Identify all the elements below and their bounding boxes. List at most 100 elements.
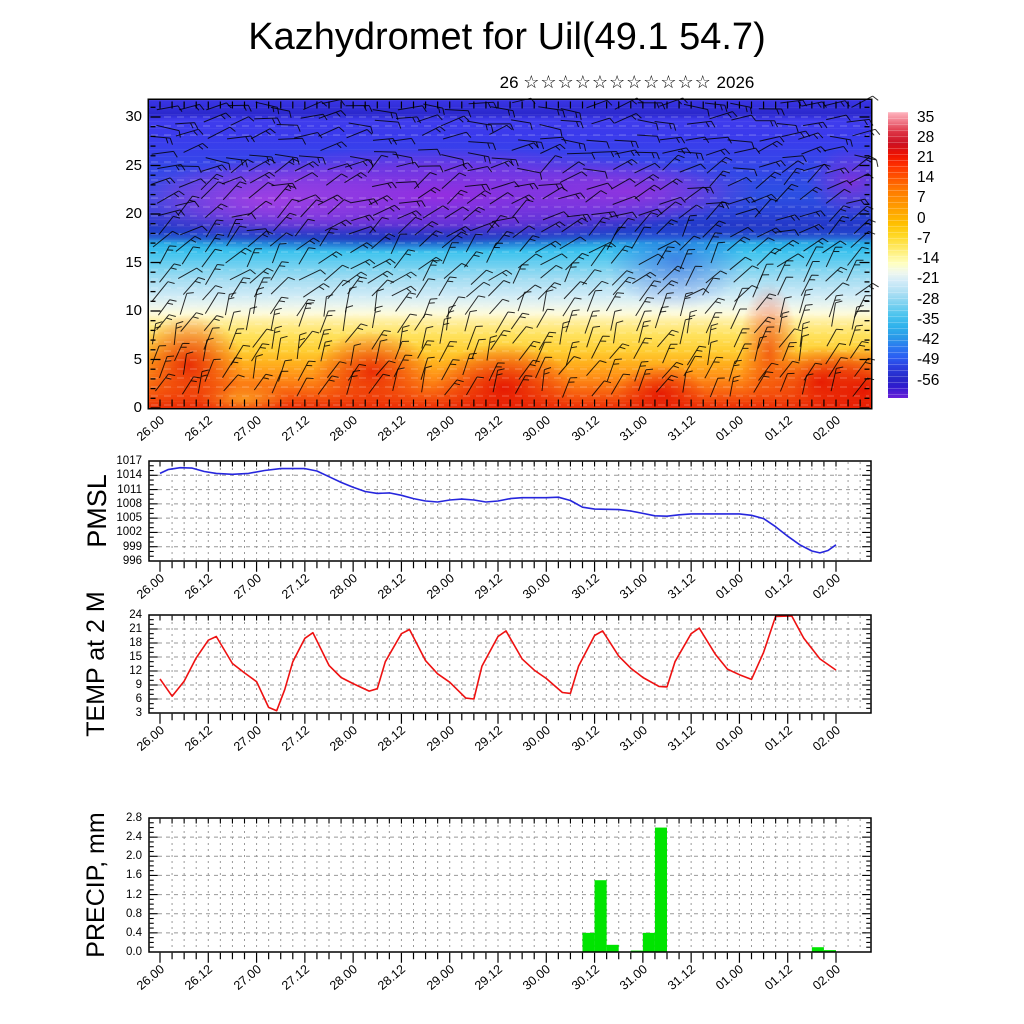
wind-barb-icon bbox=[397, 210, 422, 220]
wind-barb-icon bbox=[776, 253, 805, 268]
wind-barb-icon bbox=[659, 97, 688, 107]
wind-barb-icon bbox=[346, 370, 361, 395]
wind-barb-icon bbox=[151, 281, 175, 302]
wind-barb-icon bbox=[442, 242, 459, 264]
wind-barb-icon bbox=[320, 141, 347, 152]
wind-barb-icon bbox=[606, 358, 622, 382]
wind-barb-icon bbox=[297, 194, 321, 203]
wind-barb-icon bbox=[562, 377, 578, 398]
wind-barb-icon bbox=[638, 208, 663, 216]
wind-barb-icon bbox=[586, 360, 607, 377]
x-tick-label: 28.00 bbox=[327, 962, 361, 993]
wind-barb-icon bbox=[775, 229, 800, 236]
wind-barb-icon bbox=[541, 367, 552, 392]
pmsl-curve bbox=[159, 466, 837, 554]
wind-barb-icon bbox=[686, 309, 698, 334]
wind-barb-icon bbox=[759, 136, 785, 143]
wind-barb-icon bbox=[708, 323, 719, 345]
wind-barb-icon bbox=[610, 373, 631, 395]
wind-barb-icon bbox=[372, 109, 399, 121]
wind-barb-icon bbox=[230, 116, 255, 126]
wind-barb-icon bbox=[611, 270, 634, 286]
wind-barb-icon bbox=[512, 97, 536, 105]
wind-barb-icon bbox=[181, 246, 201, 265]
wind-barb-icon bbox=[395, 181, 420, 189]
wind-barb-icon bbox=[656, 246, 675, 266]
wind-barb-icon bbox=[487, 123, 514, 131]
x-tick-label: 28.12 bbox=[375, 723, 409, 754]
wind-barb-icon bbox=[682, 214, 697, 237]
colorbar-tick-label: -42 bbox=[917, 331, 940, 349]
wind-barb-icon bbox=[465, 233, 483, 253]
wind-barb-icon bbox=[800, 274, 819, 296]
wind-barb-icon bbox=[754, 198, 778, 218]
wind-barb-icon bbox=[414, 313, 433, 331]
wind-barb-icon bbox=[511, 194, 535, 205]
x-tick-label: 26.12 bbox=[182, 723, 216, 754]
wind-barb-icon bbox=[177, 195, 200, 216]
wind-barb-icon bbox=[372, 138, 398, 145]
x-tick-label: 29.00 bbox=[423, 571, 457, 602]
wind-barb-icon bbox=[686, 345, 707, 366]
wind-barb-icon bbox=[270, 106, 292, 119]
wind-barb-icon bbox=[495, 311, 515, 334]
wind-barb-icon bbox=[679, 249, 696, 270]
wind-barb-icon bbox=[585, 190, 608, 203]
wind-barb-icon bbox=[438, 276, 457, 297]
wind-barb-icon bbox=[375, 360, 396, 376]
pmsl-panel bbox=[148, 460, 872, 572]
x-tick-label: 27.00 bbox=[230, 571, 264, 602]
x-tick-label: 31.00 bbox=[616, 413, 650, 444]
wind-barb-icon bbox=[442, 131, 472, 140]
wind-barb-icon bbox=[634, 184, 661, 200]
wind-barb-icon bbox=[709, 111, 738, 120]
wind-barb-icon bbox=[634, 212, 658, 233]
wind-barb-icon bbox=[560, 119, 584, 129]
wind-barb-icon bbox=[634, 174, 660, 187]
y-tick-label: 20 bbox=[125, 205, 142, 222]
wind-barb-icon bbox=[539, 124, 563, 137]
y-tick-label: 5 bbox=[133, 350, 142, 368]
x-tick-label: 29.12 bbox=[472, 413, 505, 444]
temperature-colorbar bbox=[888, 112, 908, 398]
wind-barb-icon bbox=[783, 167, 804, 186]
wind-barb-icon bbox=[638, 253, 665, 266]
pmsl-y-tick-label: 1008 bbox=[116, 497, 142, 510]
wind-barb-icon bbox=[269, 296, 289, 315]
wind-barb-icon bbox=[588, 217, 610, 236]
wind-barb-icon bbox=[684, 186, 710, 201]
wind-barb-icon bbox=[540, 264, 563, 279]
x-tick-label: 31.12 bbox=[665, 413, 699, 444]
wind-barb-icon bbox=[489, 298, 510, 315]
wind-barb-icon bbox=[591, 380, 612, 397]
x-tick-label: 29.00 bbox=[423, 962, 457, 993]
wind-barb-icon bbox=[178, 165, 202, 174]
wind-barb-icon bbox=[252, 328, 274, 348]
wind-barb-icon bbox=[657, 329, 679, 348]
wind-barb-icon bbox=[462, 352, 477, 376]
wind-barb-icon bbox=[253, 287, 265, 314]
wind-barb-icon bbox=[542, 211, 570, 221]
wind-barb-icon bbox=[271, 370, 289, 394]
precip-y-tick-label: 0.8 bbox=[126, 907, 142, 920]
wind-barb-icon bbox=[202, 337, 214, 362]
wind-barb-icon bbox=[727, 176, 752, 187]
precip-y-tick-label: 0.0 bbox=[126, 946, 142, 958]
x-tick-label: 29.00 bbox=[423, 723, 457, 754]
wind-barb-icon bbox=[727, 139, 755, 149]
wind-barb-icon bbox=[846, 259, 864, 282]
wind-barb-icon bbox=[702, 220, 726, 238]
wind-barb-icon bbox=[586, 139, 610, 149]
wind-barb-icon bbox=[397, 313, 417, 334]
wind-barb-icon bbox=[156, 190, 185, 204]
x-tick-label: 29.12 bbox=[472, 962, 505, 993]
wind-barb-icon bbox=[174, 342, 190, 362]
wind-barb-icon bbox=[394, 340, 410, 360]
wind-barb-icon bbox=[753, 371, 774, 393]
wind-barb-icon bbox=[583, 168, 608, 179]
precip-bar bbox=[642, 932, 655, 952]
wind-barb-icon bbox=[799, 321, 810, 347]
wind-barb-icon bbox=[294, 172, 319, 183]
star-row-icon: ☆☆☆☆☆☆☆☆☆☆☆ bbox=[523, 72, 712, 92]
wind-barb-icon bbox=[318, 110, 347, 119]
